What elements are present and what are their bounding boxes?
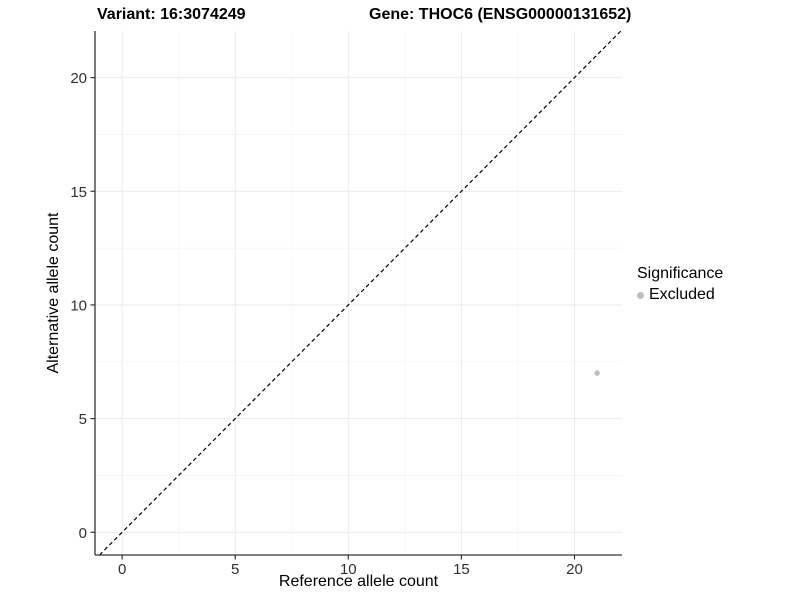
y-tick-label: 5 bbox=[79, 411, 87, 428]
data-point bbox=[594, 370, 600, 376]
x-tick-label: 5 bbox=[231, 561, 239, 578]
y-tick-label: 0 bbox=[79, 525, 87, 542]
y-tick-label: 15 bbox=[70, 184, 87, 201]
legend-point-icon bbox=[637, 291, 644, 299]
identity-line bbox=[99, 30, 622, 556]
x-axis-label: Reference allele count bbox=[278, 573, 439, 590]
gene-title: Gene: THOC6 (ENSG00000131652) bbox=[369, 6, 632, 23]
x-tick-label: 20 bbox=[566, 561, 583, 578]
variant-title: Variant: 16:3074249 bbox=[97, 6, 246, 23]
x-tick-label: 10 bbox=[340, 561, 357, 578]
y-tick-label: 10 bbox=[70, 297, 87, 314]
legend-item-label: Excluded bbox=[649, 286, 715, 303]
x-tick-label: 0 bbox=[118, 561, 126, 578]
legend-item-excluded: Excluded bbox=[637, 286, 723, 304]
x-tick-label: 15 bbox=[453, 561, 470, 578]
y-tick-label: 20 bbox=[70, 70, 87, 87]
y-axis-label: Alternative allele count bbox=[45, 212, 62, 374]
legend-title: Significance bbox=[637, 265, 724, 282]
legend: Significance Excluded bbox=[637, 265, 723, 304]
